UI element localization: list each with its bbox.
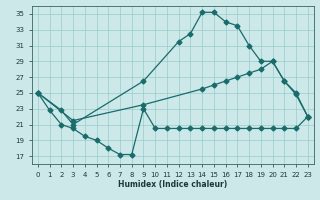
X-axis label: Humidex (Indice chaleur): Humidex (Indice chaleur) <box>118 180 228 189</box>
